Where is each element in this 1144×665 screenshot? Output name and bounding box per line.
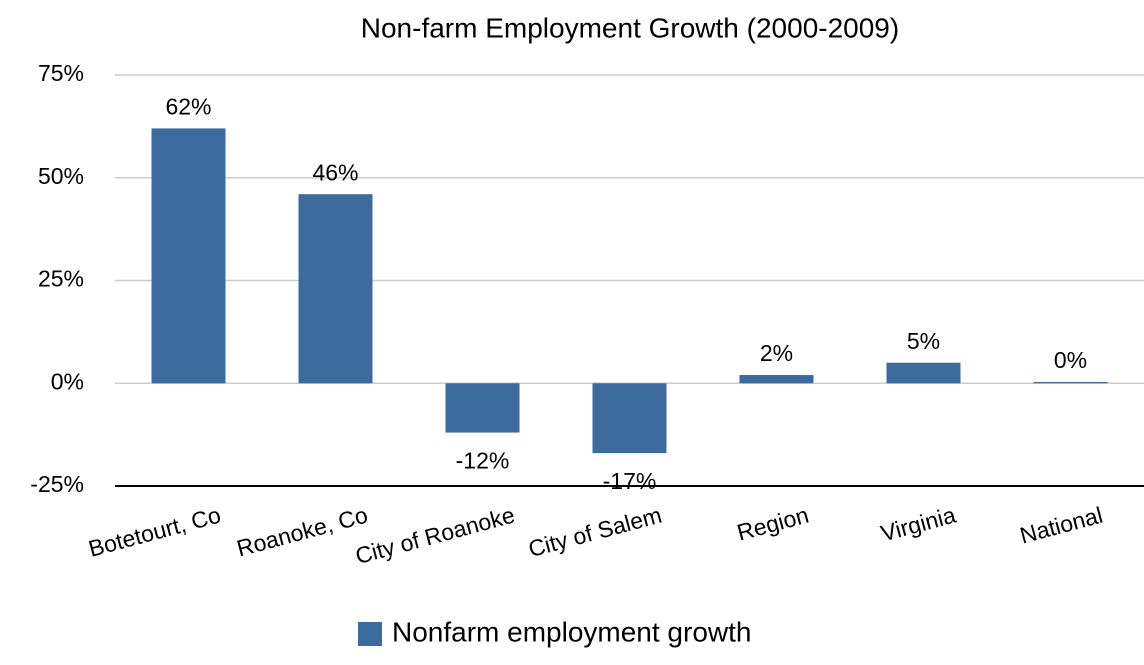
data-label: 0%: [1054, 347, 1087, 373]
bar: [592, 383, 667, 454]
chart-title: Non-farm Employment Growth (2000-2009): [361, 12, 899, 43]
bar: [445, 383, 520, 433]
x-tick-label: National: [1017, 502, 1105, 549]
legend-swatch: [358, 622, 382, 646]
bar: [151, 128, 226, 384]
data-label: 62%: [165, 94, 211, 120]
data-label: 2%: [760, 340, 793, 366]
x-tick-label: City of Salem: [526, 502, 665, 563]
data-label: -12%: [456, 448, 510, 474]
y-tick-label: 0%: [51, 368, 84, 394]
y-tick-label: 75%: [38, 60, 84, 86]
bar: [739, 375, 814, 384]
legend-label: Nonfarm employment growth: [392, 616, 751, 647]
y-tick-label: -25%: [30, 471, 84, 497]
bar: [886, 362, 961, 384]
x-tick-label: Botetourt, Co: [86, 502, 224, 562]
data-label: -17%: [603, 468, 657, 494]
data-label: 5%: [907, 328, 940, 354]
bar: [298, 194, 373, 384]
x-tick-label: City of Roanoke: [353, 502, 518, 569]
data-label: 46%: [312, 159, 358, 185]
x-tick-label: Region: [734, 502, 811, 546]
y-tick-label: 50%: [38, 163, 84, 189]
x-tick-label: Roanoke, Co: [234, 502, 370, 562]
bar: [1033, 382, 1108, 384]
x-tick-label: Virginia: [878, 502, 959, 547]
y-tick-label: 25%: [38, 266, 84, 292]
